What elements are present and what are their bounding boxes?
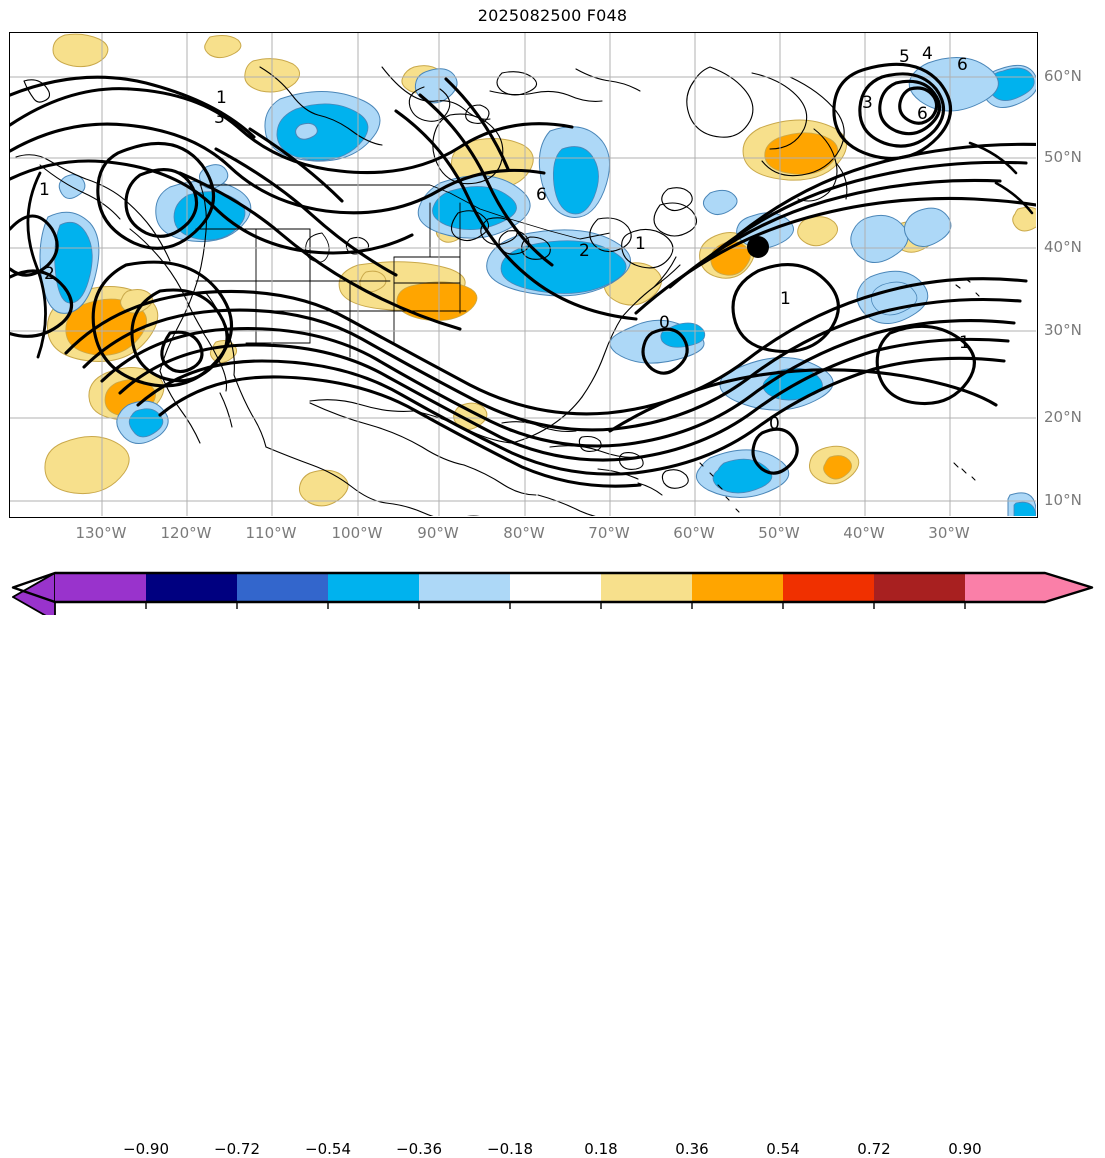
- lon-tick-60w: 60°W: [673, 524, 715, 542]
- svg-text:1: 1: [780, 289, 791, 309]
- colorbar-tick-label-6: 0.36: [675, 1140, 709, 1158]
- svg-text:1: 1: [959, 333, 970, 353]
- gridlines: [10, 33, 1036, 516]
- coastline-layer: [15, 66, 980, 516]
- svg-text:0: 0: [769, 414, 780, 434]
- colorbar-tick-label-3: −0.36: [396, 1140, 442, 1158]
- page-title: 2025082500 F048: [477, 6, 628, 25]
- colorbar-segment-3[interactable]: [237, 573, 328, 602]
- svg-text:6: 6: [957, 55, 968, 75]
- forecast-map-page: 2025082500 F048: [0, 6, 1105, 1158]
- colorbar[interactable]: −0.90 −0.72 −0.54 −0.36 −0.18 0.18 0.36 …: [0, 552, 1105, 1158]
- svg-text:0: 0: [659, 313, 670, 333]
- lon-tick-80w: 80°W: [503, 524, 545, 542]
- svg-text:6: 6: [917, 104, 928, 124]
- map-plot-area[interactable]: 1 3 1 2 6 2 1 5 4 6 3 6 0 0 1 1: [9, 32, 1038, 518]
- svg-text:1: 1: [216, 88, 227, 108]
- lon-tick-100w: 100°W: [331, 524, 383, 542]
- svg-text:5: 5: [899, 47, 910, 67]
- svg-text:3: 3: [214, 108, 225, 128]
- lon-tick-40w: 40°W: [843, 524, 885, 542]
- svg-text:2: 2: [44, 264, 55, 284]
- lon-tick-90w: 90°W: [417, 524, 459, 542]
- colorbar-segment-5[interactable]: [419, 573, 510, 602]
- colorbar-segment-8[interactable]: [692, 573, 783, 602]
- colorbar-canvas: [11, 571, 1094, 615]
- lon-tick-50w: 50°W: [758, 524, 800, 542]
- lon-tick-110w: 110°W: [245, 524, 297, 542]
- contour-labels: 1 3 1 2 6 2 1 5 4 6 3 6 0 0 1 1: [39, 44, 970, 434]
- colorbar-tick-label-8: 0.72: [857, 1140, 891, 1158]
- svg-text:1: 1: [635, 234, 646, 254]
- lon-tick-130w: 130°W: [75, 524, 127, 542]
- colorbar-segment-7[interactable]: [601, 573, 692, 602]
- svg-text:1: 1: [39, 180, 50, 200]
- svg-text:6: 6: [536, 185, 547, 205]
- colorbar-segment-2[interactable]: [146, 573, 237, 602]
- colorbar-tick-label-5: 0.18: [584, 1140, 618, 1158]
- svg-text:4: 4: [922, 44, 933, 64]
- lon-tick-70w: 70°W: [588, 524, 630, 542]
- colorbar-segment-4[interactable]: [328, 573, 419, 602]
- colorbar-tick-label-1: −0.72: [214, 1140, 260, 1158]
- colorbar-segment-11[interactable]: [965, 573, 1045, 602]
- colorbar-tick-label-0: −0.90: [123, 1140, 169, 1158]
- storm-center-marker[interactable]: [747, 236, 769, 258]
- colorbar-ticks: [145, 602, 966, 609]
- colorbar-segment-over[interactable]: [1045, 573, 1092, 602]
- contour-layer: [10, 62, 1036, 488]
- lat-tick-10n: 10°N: [1044, 491, 1082, 509]
- colorbar-segment-10[interactable]: [874, 573, 965, 602]
- svg-text:3: 3: [862, 93, 873, 113]
- shaded-anomaly-layer: [39, 33, 1036, 516]
- lat-tick-60n: 60°N: [1044, 67, 1082, 85]
- colorbar-segment-9[interactable]: [783, 573, 874, 602]
- map-canvas: 1 3 1 2 6 2 1 5 4 6 3 6 0 0 1 1: [10, 33, 1036, 516]
- colorbar-tick-label-7: 0.54: [766, 1140, 800, 1158]
- colorbar-tick-label-4: −0.18: [487, 1140, 533, 1158]
- svg-text:2: 2: [579, 241, 590, 261]
- lat-tick-40n: 40°N: [1044, 238, 1082, 256]
- colorbar-segment-0[interactable]: [55, 573, 101, 602]
- lat-tick-50n: 50°N: [1044, 148, 1082, 166]
- lon-tick-30w: 30°W: [928, 524, 970, 542]
- lat-tick-20n: 20°N: [1044, 408, 1082, 426]
- lat-tick-30n: 30°N: [1044, 321, 1082, 339]
- colorbar-tick-label-2: −0.54: [305, 1140, 351, 1158]
- colorbar-tick-label-9: 0.90: [948, 1140, 982, 1158]
- colorbar-segment-6[interactable]: [510, 573, 601, 602]
- lon-tick-120w: 120°W: [160, 524, 212, 542]
- colorbar-outline: [11, 571, 1094, 604]
